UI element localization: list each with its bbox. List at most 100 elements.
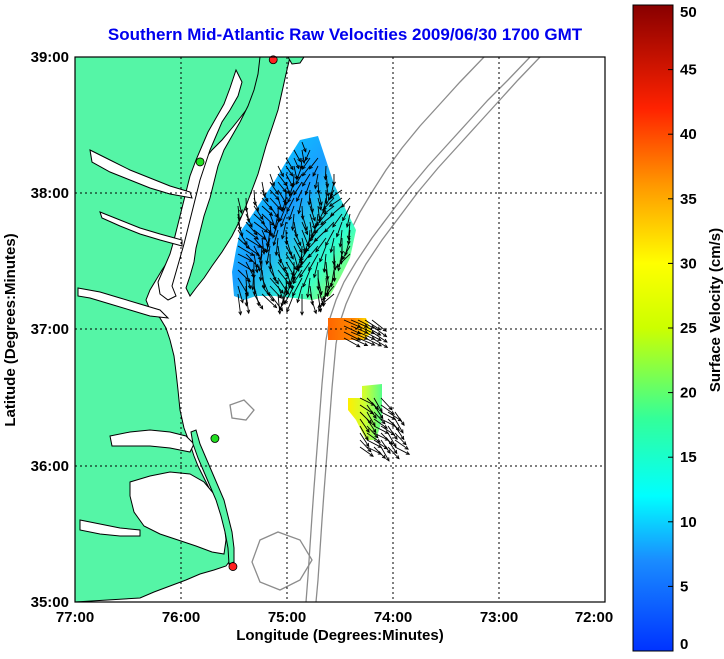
x-tick-label: 74:00 bbox=[374, 609, 412, 626]
current-vector bbox=[342, 205, 351, 222]
x-tick-label: 75:00 bbox=[268, 609, 306, 626]
current-vector bbox=[322, 253, 327, 273]
colorbar-tick-label: 30 bbox=[680, 255, 697, 272]
velocity-cell-south bbox=[348, 384, 382, 440]
contour-shoal-2 bbox=[251, 531, 313, 591]
current-vector bbox=[288, 205, 295, 221]
current-vector-arrows bbox=[237, 141, 411, 462]
colorbar-tick-label: 35 bbox=[680, 191, 697, 208]
colorbar-tick-label: 15 bbox=[680, 449, 697, 466]
current-vector bbox=[341, 245, 351, 261]
current-vector bbox=[250, 269, 255, 291]
current-vector bbox=[324, 221, 335, 233]
current-vector bbox=[373, 397, 383, 413]
current-vector bbox=[329, 237, 335, 254]
current-vector bbox=[284, 285, 295, 305]
contour-slope bbox=[315, 57, 541, 602]
current-vector bbox=[245, 293, 251, 315]
current-vector bbox=[261, 293, 278, 309]
current-vector bbox=[317, 197, 323, 211]
colorbar-tick-label: 20 bbox=[680, 385, 697, 402]
current-vector bbox=[323, 205, 335, 215]
colorbar-tick-label: 40 bbox=[680, 126, 697, 143]
current-vector bbox=[359, 425, 369, 441]
current-vector bbox=[341, 197, 351, 208]
current-vector bbox=[394, 418, 404, 434]
current-vector bbox=[292, 277, 303, 297]
current-vector bbox=[281, 221, 287, 240]
y-tick-label: 38:00 bbox=[31, 185, 69, 202]
current-vector bbox=[371, 325, 388, 338]
current-vector bbox=[271, 221, 279, 239]
current-vector bbox=[253, 205, 264, 221]
current-vector bbox=[288, 181, 295, 197]
contour-shoal-1 bbox=[229, 399, 255, 421]
current-vector bbox=[280, 213, 287, 228]
current-vector bbox=[297, 197, 303, 215]
current-vector bbox=[279, 205, 287, 222]
current-vector bbox=[301, 157, 311, 170]
current-vector bbox=[300, 293, 304, 316]
current-vector bbox=[364, 325, 382, 336]
current-vector bbox=[359, 446, 374, 457]
current-vector bbox=[373, 446, 387, 460]
current-vector bbox=[307, 189, 312, 206]
current-vector bbox=[345, 213, 351, 228]
colorbar-tick-label: 50 bbox=[680, 4, 697, 21]
current-vector bbox=[394, 439, 409, 450]
current-vector bbox=[387, 439, 398, 455]
y-tick-label: 35:00 bbox=[31, 594, 69, 611]
current-vector bbox=[308, 253, 319, 272]
y-tick-label: 39:00 bbox=[31, 49, 69, 66]
rappahannock-river bbox=[99, 211, 183, 247]
current-vector bbox=[301, 149, 306, 165]
current-vector bbox=[286, 197, 295, 213]
colorbar-tick-label: 0 bbox=[680, 636, 688, 653]
current-vector bbox=[296, 285, 303, 304]
current-vector bbox=[364, 319, 382, 331]
current-vector bbox=[325, 229, 335, 247]
x-tick-label: 73:00 bbox=[480, 609, 518, 626]
current-vector bbox=[293, 157, 300, 170]
current-vector bbox=[373, 418, 388, 429]
current-vector bbox=[301, 141, 307, 153]
current-vector bbox=[317, 189, 323, 207]
current-vector bbox=[387, 432, 397, 448]
bathymetry-contours bbox=[229, 57, 541, 602]
radar-stations bbox=[195, 55, 278, 571]
current-vector bbox=[268, 221, 273, 238]
current-vector bbox=[313, 173, 319, 190]
x-tick-label: 72:00 bbox=[575, 609, 613, 626]
current-vector bbox=[306, 277, 311, 299]
current-vector bbox=[237, 285, 244, 304]
pamlico-sound bbox=[129, 471, 227, 555]
colorbar-tick-label: 10 bbox=[680, 514, 697, 531]
current-vector bbox=[380, 397, 393, 411]
radar-station-marker bbox=[195, 157, 205, 167]
contour-shelf-break bbox=[305, 57, 531, 602]
current-vector bbox=[245, 269, 252, 290]
current-vector bbox=[366, 432, 381, 443]
outer-banks bbox=[190, 429, 235, 565]
colorbar-tick-label: 25 bbox=[680, 320, 697, 337]
radar-station-marker bbox=[268, 55, 278, 65]
current-vector bbox=[285, 157, 294, 171]
current-vector bbox=[366, 404, 377, 420]
current-vector bbox=[327, 189, 335, 202]
current-vector bbox=[350, 337, 369, 346]
current-vector bbox=[296, 165, 303, 181]
current-vector bbox=[269, 269, 279, 285]
current-vector bbox=[312, 261, 319, 279]
current-vector bbox=[364, 337, 383, 347]
current-vector bbox=[269, 173, 275, 187]
current-vector bbox=[394, 432, 407, 446]
figure-title: Southern Mid-Atlantic Raw Velocities 200… bbox=[108, 25, 583, 44]
current-vector bbox=[394, 446, 411, 455]
current-vector bbox=[359, 439, 372, 453]
potomac-river bbox=[89, 149, 193, 199]
current-vector bbox=[245, 213, 253, 228]
current-vector bbox=[317, 293, 335, 308]
current-vector bbox=[245, 221, 258, 236]
current-vector bbox=[257, 253, 263, 272]
